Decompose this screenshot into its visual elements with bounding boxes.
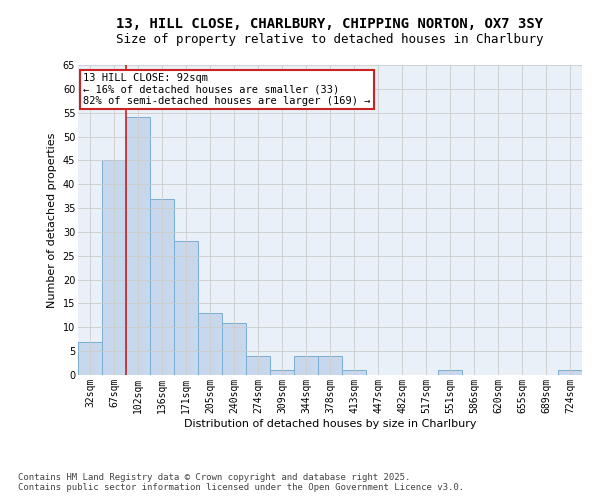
Bar xyxy=(294,356,318,375)
X-axis label: Distribution of detached houses by size in Charlbury: Distribution of detached houses by size … xyxy=(184,418,476,428)
Bar xyxy=(246,356,270,375)
Bar xyxy=(558,370,582,375)
Bar xyxy=(126,118,150,375)
Text: 13, HILL CLOSE, CHARLBURY, CHIPPING NORTON, OX7 3SY: 13, HILL CLOSE, CHARLBURY, CHIPPING NORT… xyxy=(116,18,544,32)
Bar xyxy=(78,342,102,375)
Bar xyxy=(198,313,222,375)
Bar xyxy=(342,370,366,375)
Bar xyxy=(102,160,126,375)
Title: 13, HILL CLOSE, CHARLBURY, CHIPPING NORTON, OX7 3SY
Size of property relative to: 13, HILL CLOSE, CHARLBURY, CHIPPING NORT… xyxy=(0,499,1,500)
Text: Size of property relative to detached houses in Charlbury: Size of property relative to detached ho… xyxy=(116,32,544,46)
Bar xyxy=(150,198,174,375)
Bar xyxy=(222,322,246,375)
Bar xyxy=(270,370,294,375)
Text: 13 HILL CLOSE: 92sqm
← 16% of detached houses are smaller (33)
82% of semi-detac: 13 HILL CLOSE: 92sqm ← 16% of detached h… xyxy=(83,72,371,106)
Bar xyxy=(438,370,462,375)
Bar xyxy=(174,242,198,375)
Text: Contains HM Land Registry data © Crown copyright and database right 2025.
Contai: Contains HM Land Registry data © Crown c… xyxy=(18,473,464,492)
Bar xyxy=(318,356,342,375)
Y-axis label: Number of detached properties: Number of detached properties xyxy=(47,132,57,308)
